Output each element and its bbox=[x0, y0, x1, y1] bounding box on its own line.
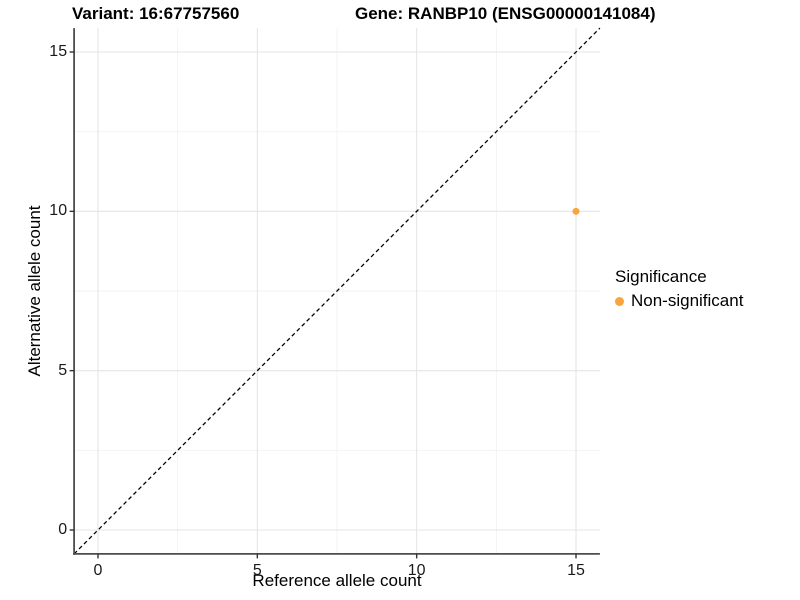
y-axis-title: Alternative allele count bbox=[25, 205, 44, 377]
y-tick-label: 15 bbox=[49, 42, 68, 60]
legend-title: Significance bbox=[615, 267, 707, 286]
x-tick-label: 0 bbox=[93, 561, 103, 579]
y-tick-label: 5 bbox=[58, 361, 68, 379]
x-axis-title: Reference allele count bbox=[252, 571, 422, 590]
y-tick-label: 10 bbox=[49, 202, 68, 220]
legend-item-non-significant: Non-significant bbox=[615, 290, 743, 312]
variant-title: Variant: 16:67757560 bbox=[72, 4, 240, 23]
legend-item-label: Non-significant bbox=[631, 291, 744, 310]
identity-line bbox=[73, 27, 601, 555]
gene-title: Gene: RANBP10 (ENSG00000141084) bbox=[355, 4, 656, 23]
legend-dot-icon bbox=[615, 296, 624, 306]
x-tick-label: 10 bbox=[407, 561, 426, 579]
x-tick-label: 5 bbox=[252, 561, 262, 579]
x-tick-label: 15 bbox=[567, 561, 585, 579]
y-tick-label: 0 bbox=[58, 521, 68, 538]
data-point bbox=[572, 207, 580, 215]
legend: Significance Non-significant bbox=[615, 266, 743, 312]
